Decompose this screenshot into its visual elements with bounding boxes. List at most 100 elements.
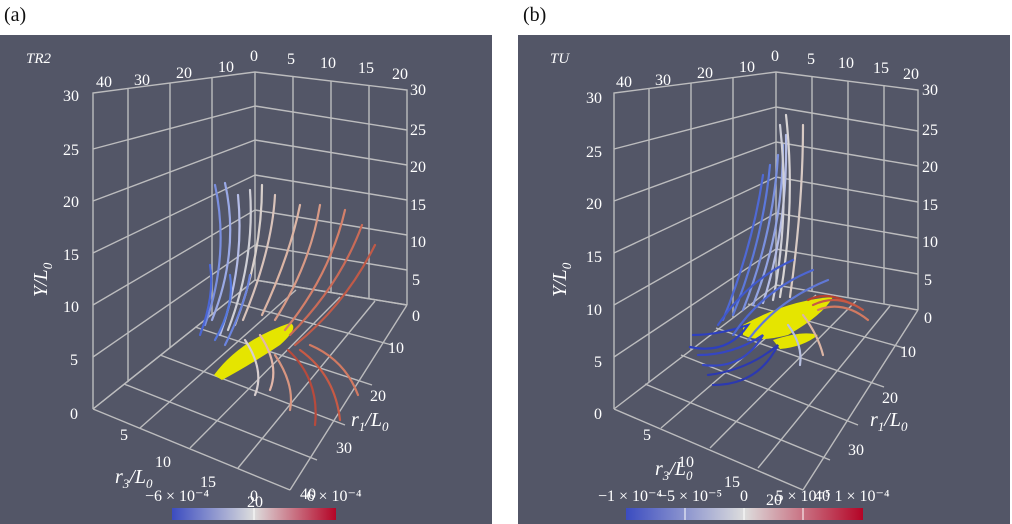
tick-label: 10 bbox=[320, 55, 336, 72]
tick-label: 40 bbox=[96, 74, 112, 91]
tick-label: 10 bbox=[900, 344, 916, 361]
panel-a: 0 5 10 15 20 25 30 40 30 20 10 0 5 10 15… bbox=[0, 35, 492, 524]
tick-label: 15 bbox=[922, 197, 938, 214]
tick-label: 20 bbox=[176, 65, 192, 82]
panel-a-letter: (a) bbox=[4, 4, 27, 26]
y-axis-label: Y/L0 bbox=[549, 262, 574, 297]
right-y-ticks: 30 25 20 15 10 5 0 bbox=[410, 82, 426, 325]
tick-label: 20 bbox=[247, 494, 263, 511]
tick-label: 0 bbox=[924, 310, 932, 327]
tick-label: 15 bbox=[200, 474, 216, 491]
tick-label: 40 bbox=[814, 488, 830, 505]
r1-axis-label: r1/L0 bbox=[870, 409, 908, 434]
top-back-ticks: 40 30 20 10 0 bbox=[96, 48, 258, 91]
tick-label: 15 bbox=[63, 247, 79, 264]
tick-label: 5 bbox=[120, 427, 128, 444]
tick-label: 5 bbox=[807, 51, 815, 68]
tick-label: 20 bbox=[410, 159, 426, 176]
axes-box-grid bbox=[92, 71, 408, 491]
colorbar-label: 5 × 10⁻⁵ bbox=[775, 488, 830, 505]
tick-label: 30 bbox=[134, 72, 150, 89]
panel-b-name: TU bbox=[550, 51, 570, 67]
r1-axis-label: r1/L0 bbox=[351, 409, 389, 434]
streamlines bbox=[688, 113, 870, 387]
tick-label: 0 bbox=[594, 406, 602, 423]
tick-label: 20 bbox=[586, 196, 602, 213]
streamlines bbox=[198, 181, 377, 427]
colorbar-label: −1 × 10⁻⁴ bbox=[598, 488, 662, 505]
left-y-ticks: 0 5 10 15 20 25 30 bbox=[63, 88, 79, 423]
tick-label: 25 bbox=[922, 122, 938, 139]
tick-label: 15 bbox=[410, 197, 426, 214]
tick-label: 30 bbox=[63, 88, 79, 105]
tick-label: 30 bbox=[922, 82, 938, 99]
tick-label: 30 bbox=[410, 82, 426, 99]
tick-label: 5 bbox=[594, 354, 602, 371]
tick-label: 10 bbox=[838, 55, 854, 72]
r3-axis-label: r3/L0 bbox=[115, 466, 153, 491]
tick-label: 5 bbox=[287, 51, 295, 68]
top-back-ticks: 40 30 20 10 0 bbox=[616, 48, 779, 91]
tick-label: 25 bbox=[586, 144, 602, 161]
colorbar-label: 6 × 10⁻⁴ bbox=[306, 488, 361, 505]
r1-front-ticks: 10 20 30 40 bbox=[300, 340, 404, 503]
panel-b-plot: 0 5 10 15 20 25 30 40 30 20 10 0 5 10 15… bbox=[549, 48, 938, 520]
isosurface-shape bbox=[214, 323, 294, 380]
top-r1-ticks: 5 10 15 20 bbox=[807, 51, 919, 83]
tick-label: 20 bbox=[370, 388, 386, 405]
isosurface-shape bbox=[743, 297, 833, 339]
colorbar-label: 0 bbox=[740, 488, 748, 505]
tick-label: 10 bbox=[922, 234, 938, 251]
top-r1-ticks: 5 10 15 20 bbox=[287, 51, 408, 83]
tick-label: 20 bbox=[63, 194, 79, 211]
isosurface-shape bbox=[773, 333, 818, 349]
tick-label: 20 bbox=[903, 66, 919, 83]
panel-a-name: TR2 bbox=[26, 51, 52, 67]
tick-label: 20 bbox=[697, 65, 713, 82]
tick-label: 25 bbox=[63, 142, 79, 159]
tick-label: 20 bbox=[922, 159, 938, 176]
panel-b-letter: (b) bbox=[523, 4, 547, 26]
tick-label: 10 bbox=[586, 302, 602, 319]
tick-label: 30 bbox=[848, 442, 864, 459]
tick-label: 10 bbox=[410, 234, 426, 251]
tick-label: 10 bbox=[678, 454, 694, 471]
r3-front-ticks: 5 10 15 20 bbox=[643, 427, 782, 509]
r3-axis-label: r3/L0 bbox=[655, 458, 693, 483]
tick-label: 10 bbox=[63, 299, 79, 316]
panel-a-plot: 0 5 10 15 20 25 30 40 30 20 10 0 5 10 15… bbox=[26, 48, 426, 520]
tick-label: 15 bbox=[873, 60, 889, 77]
r3-front-ticks: 5 10 15 20 bbox=[120, 427, 263, 511]
tick-label: 5 bbox=[70, 352, 78, 369]
tick-label: 40 bbox=[616, 74, 632, 91]
tick-label: 5 bbox=[412, 272, 420, 289]
tick-label: 0 bbox=[250, 48, 258, 65]
tick-label: 0 bbox=[412, 308, 420, 325]
tick-label: 15 bbox=[358, 60, 374, 77]
y-axis-label: Y/L0 bbox=[30, 262, 55, 297]
tick-label: 10 bbox=[739, 59, 755, 76]
left-y-ticks: 0 5 10 15 20 25 30 bbox=[586, 90, 602, 423]
colorbar-label: 1 × 10⁻⁴ bbox=[834, 488, 889, 505]
tick-label: 5 bbox=[924, 272, 932, 289]
colorbar-label: 0 bbox=[250, 488, 258, 505]
tick-label: 0 bbox=[70, 406, 78, 423]
tick-label: 10 bbox=[218, 59, 234, 76]
tick-label: 15 bbox=[586, 249, 602, 266]
tick-label: 5 bbox=[643, 427, 651, 444]
tick-label: 15 bbox=[724, 474, 740, 491]
tick-label: 25 bbox=[410, 122, 426, 139]
colorbar-label: −5 × 10⁻⁵ bbox=[658, 488, 722, 505]
tick-label: 20 bbox=[392, 66, 408, 83]
colorbar-label: −6 × 10⁻⁴ bbox=[145, 488, 209, 505]
r1-front-ticks: 10 20 30 40 bbox=[814, 344, 916, 505]
tick-label: 30 bbox=[586, 90, 602, 107]
tick-label: 30 bbox=[336, 440, 352, 457]
panel-b: 0 5 10 15 20 25 30 40 30 20 10 0 5 10 15… bbox=[518, 35, 1010, 524]
tick-label: 0 bbox=[771, 48, 779, 65]
tick-label: 10 bbox=[155, 454, 171, 471]
right-y-ticks: 30 25 20 15 10 5 0 bbox=[922, 82, 938, 327]
tick-label: 10 bbox=[388, 340, 404, 357]
tick-label: 20 bbox=[882, 390, 898, 407]
tick-label: 40 bbox=[300, 486, 316, 503]
